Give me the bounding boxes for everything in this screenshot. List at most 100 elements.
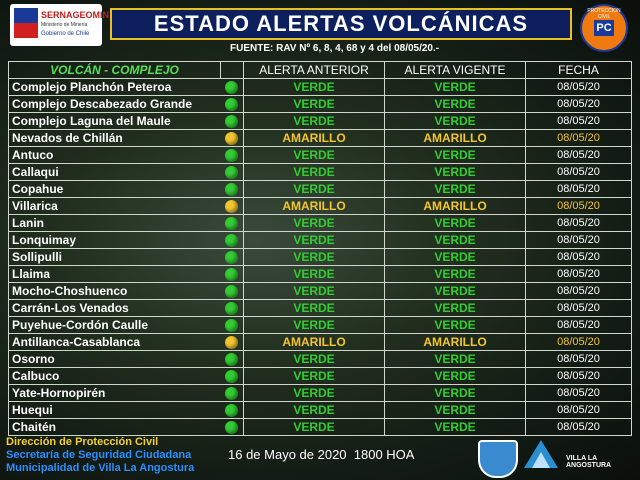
dot-cell bbox=[220, 265, 244, 283]
previous-alert: VERDE bbox=[243, 163, 385, 181]
pc-ring: PROTECCION CIVIL bbox=[587, 8, 621, 20]
volcano-name: Mocho-Choshuenco bbox=[8, 282, 221, 300]
previous-alert: AMARILLO bbox=[243, 333, 385, 351]
dot-cell bbox=[220, 333, 244, 351]
current-alert: VERDE bbox=[384, 163, 526, 181]
dot-cell bbox=[220, 384, 244, 402]
current-alert: VERDE bbox=[384, 316, 526, 334]
dot-cell bbox=[220, 180, 244, 198]
volcano-name: Antillanca-Casablanca bbox=[8, 333, 221, 351]
status-dot bbox=[225, 114, 239, 128]
current-alert: VERDE bbox=[384, 146, 526, 164]
date: 08/05/20 bbox=[525, 112, 632, 130]
row: Antillanca-Casablanca AMARILLO AMARILLO 08/… bbox=[8, 333, 632, 351]
previous-alert: VERDE bbox=[243, 112, 385, 130]
previous-alert: VERDE bbox=[243, 146, 385, 164]
status-dot bbox=[225, 250, 239, 264]
status-dot bbox=[225, 267, 239, 281]
date: 08/05/20 bbox=[525, 129, 632, 147]
volcano-name: Copahue bbox=[8, 180, 221, 198]
source: FUENTE: RAV Nº 6, 8, 4, 68 y 4 del 08/05… bbox=[230, 43, 440, 54]
logo-name: SERNAGEOMIN bbox=[41, 10, 110, 20]
status-dot bbox=[225, 199, 239, 213]
pc-logo: PROTECCION CIVIL PC bbox=[580, 4, 628, 52]
dot-cell bbox=[220, 418, 244, 436]
row: Sollipulli VERDE VERDE 08/05/20 bbox=[8, 248, 632, 266]
previous-alert: VERDE bbox=[243, 418, 385, 436]
dot-cell bbox=[220, 231, 244, 249]
volcano-name: Complejo Planchón Peteroa bbox=[8, 78, 221, 96]
previous-alert: VERDE bbox=[243, 350, 385, 368]
dot-cell bbox=[220, 316, 244, 334]
previous-alert: VERDE bbox=[243, 316, 385, 334]
dot-cell bbox=[220, 350, 244, 368]
volcano-name: Nevados de Chillán bbox=[8, 129, 221, 147]
row: Villarica AMARILLO AMARILLO 08/05/20 bbox=[8, 197, 632, 215]
date: 08/05/20 bbox=[525, 299, 632, 317]
previous-alert: VERDE bbox=[243, 265, 385, 283]
date: 08/05/20 bbox=[525, 248, 632, 266]
footer-lines: Dirección de Protección Civil Secretaría … bbox=[6, 436, 194, 475]
volcano-name: Osorno bbox=[8, 350, 221, 368]
date: 08/05/20 bbox=[525, 180, 632, 198]
row: Puyehue-Cordón Caulle VERDE VERDE 08/05/20 bbox=[8, 316, 632, 334]
current-alert: VERDE bbox=[384, 418, 526, 436]
row: Llaima VERDE VERDE 08/05/20 bbox=[8, 265, 632, 283]
date: 08/05/20 bbox=[525, 95, 632, 113]
row: Complejo Laguna del Maule VERDE VERDE 08/05… bbox=[8, 112, 632, 130]
status-dot bbox=[225, 420, 239, 434]
volcano-name: Lonquimay bbox=[8, 231, 221, 249]
row: Lonquimay VERDE VERDE 08/05/20 bbox=[8, 231, 632, 249]
date: 08/05/20 bbox=[525, 418, 632, 436]
volcano-name: Yate-Hornopirén bbox=[8, 384, 221, 402]
previous-alert: AMARILLO bbox=[243, 197, 385, 215]
dot-cell bbox=[220, 146, 244, 164]
volcano-name: Chaitén bbox=[8, 418, 221, 436]
volcano-name: Llaima bbox=[8, 265, 221, 283]
date: 08/05/20 bbox=[525, 265, 632, 283]
row: Callaqui VERDE VERDE 08/05/20 bbox=[8, 163, 632, 181]
previous-alert: VERDE bbox=[243, 282, 385, 300]
status-dot bbox=[225, 301, 239, 315]
current-alert: VERDE bbox=[384, 112, 526, 130]
date: 08/05/20 bbox=[525, 401, 632, 419]
current-alert: VERDE bbox=[384, 367, 526, 385]
logo-government: Gobierno de Chile bbox=[41, 31, 90, 37]
status-dot bbox=[225, 233, 239, 247]
dot-cell bbox=[220, 401, 244, 419]
status-dot bbox=[225, 148, 239, 162]
current-alert: AMARILLO bbox=[384, 129, 526, 147]
previous-alert: VERDE bbox=[243, 367, 385, 385]
sernageomin-logo: SERNAGEOMIN Ministerio de Minería Gobier… bbox=[10, 4, 109, 46]
row: Nevados de Chillán AMARILLO AMARILLO 08/05/… bbox=[8, 129, 632, 147]
status-dot bbox=[225, 352, 239, 366]
status-dot bbox=[225, 318, 239, 332]
volcano-name: Antuco bbox=[8, 146, 221, 164]
volcano-name: Puyehue-Cordón Caulle bbox=[8, 316, 221, 334]
current-alert: AMARILLO bbox=[384, 333, 526, 351]
status-dot bbox=[225, 335, 239, 349]
status-dot bbox=[225, 386, 239, 400]
previous-alert: VERDE bbox=[243, 78, 385, 96]
previous-alert: VERDE bbox=[243, 299, 385, 317]
row: Chaitén VERDE VERDE 08/05/20 bbox=[8, 418, 632, 436]
row: Osorno VERDE VERDE 08/05/20 bbox=[8, 350, 632, 368]
previous-alert: VERDE bbox=[243, 384, 385, 402]
status-dot bbox=[225, 216, 239, 230]
dot-cell bbox=[220, 163, 244, 181]
footer-line: Dirección de Protección Civil bbox=[6, 436, 159, 448]
current-alert: VERDE bbox=[384, 231, 526, 249]
dot-cell bbox=[220, 129, 244, 147]
status-dot bbox=[225, 97, 239, 111]
current-alert: VERDE bbox=[384, 401, 526, 419]
current-alert: VERDE bbox=[384, 282, 526, 300]
logo-text: VILLA LA ANGOSTURA bbox=[566, 455, 612, 469]
status-dot bbox=[225, 80, 239, 94]
status-dot bbox=[225, 284, 239, 298]
footer-line: Secretaría de Seguridad Ciudadana bbox=[6, 449, 192, 461]
column-header: ALERTA ANTERIOR bbox=[243, 61, 385, 79]
status-dot bbox=[225, 165, 239, 179]
row: Complejo Descabezado Grande VERDE VERDE 08/… bbox=[8, 95, 632, 113]
column-header: ALERTA VIGENTE bbox=[384, 61, 526, 79]
